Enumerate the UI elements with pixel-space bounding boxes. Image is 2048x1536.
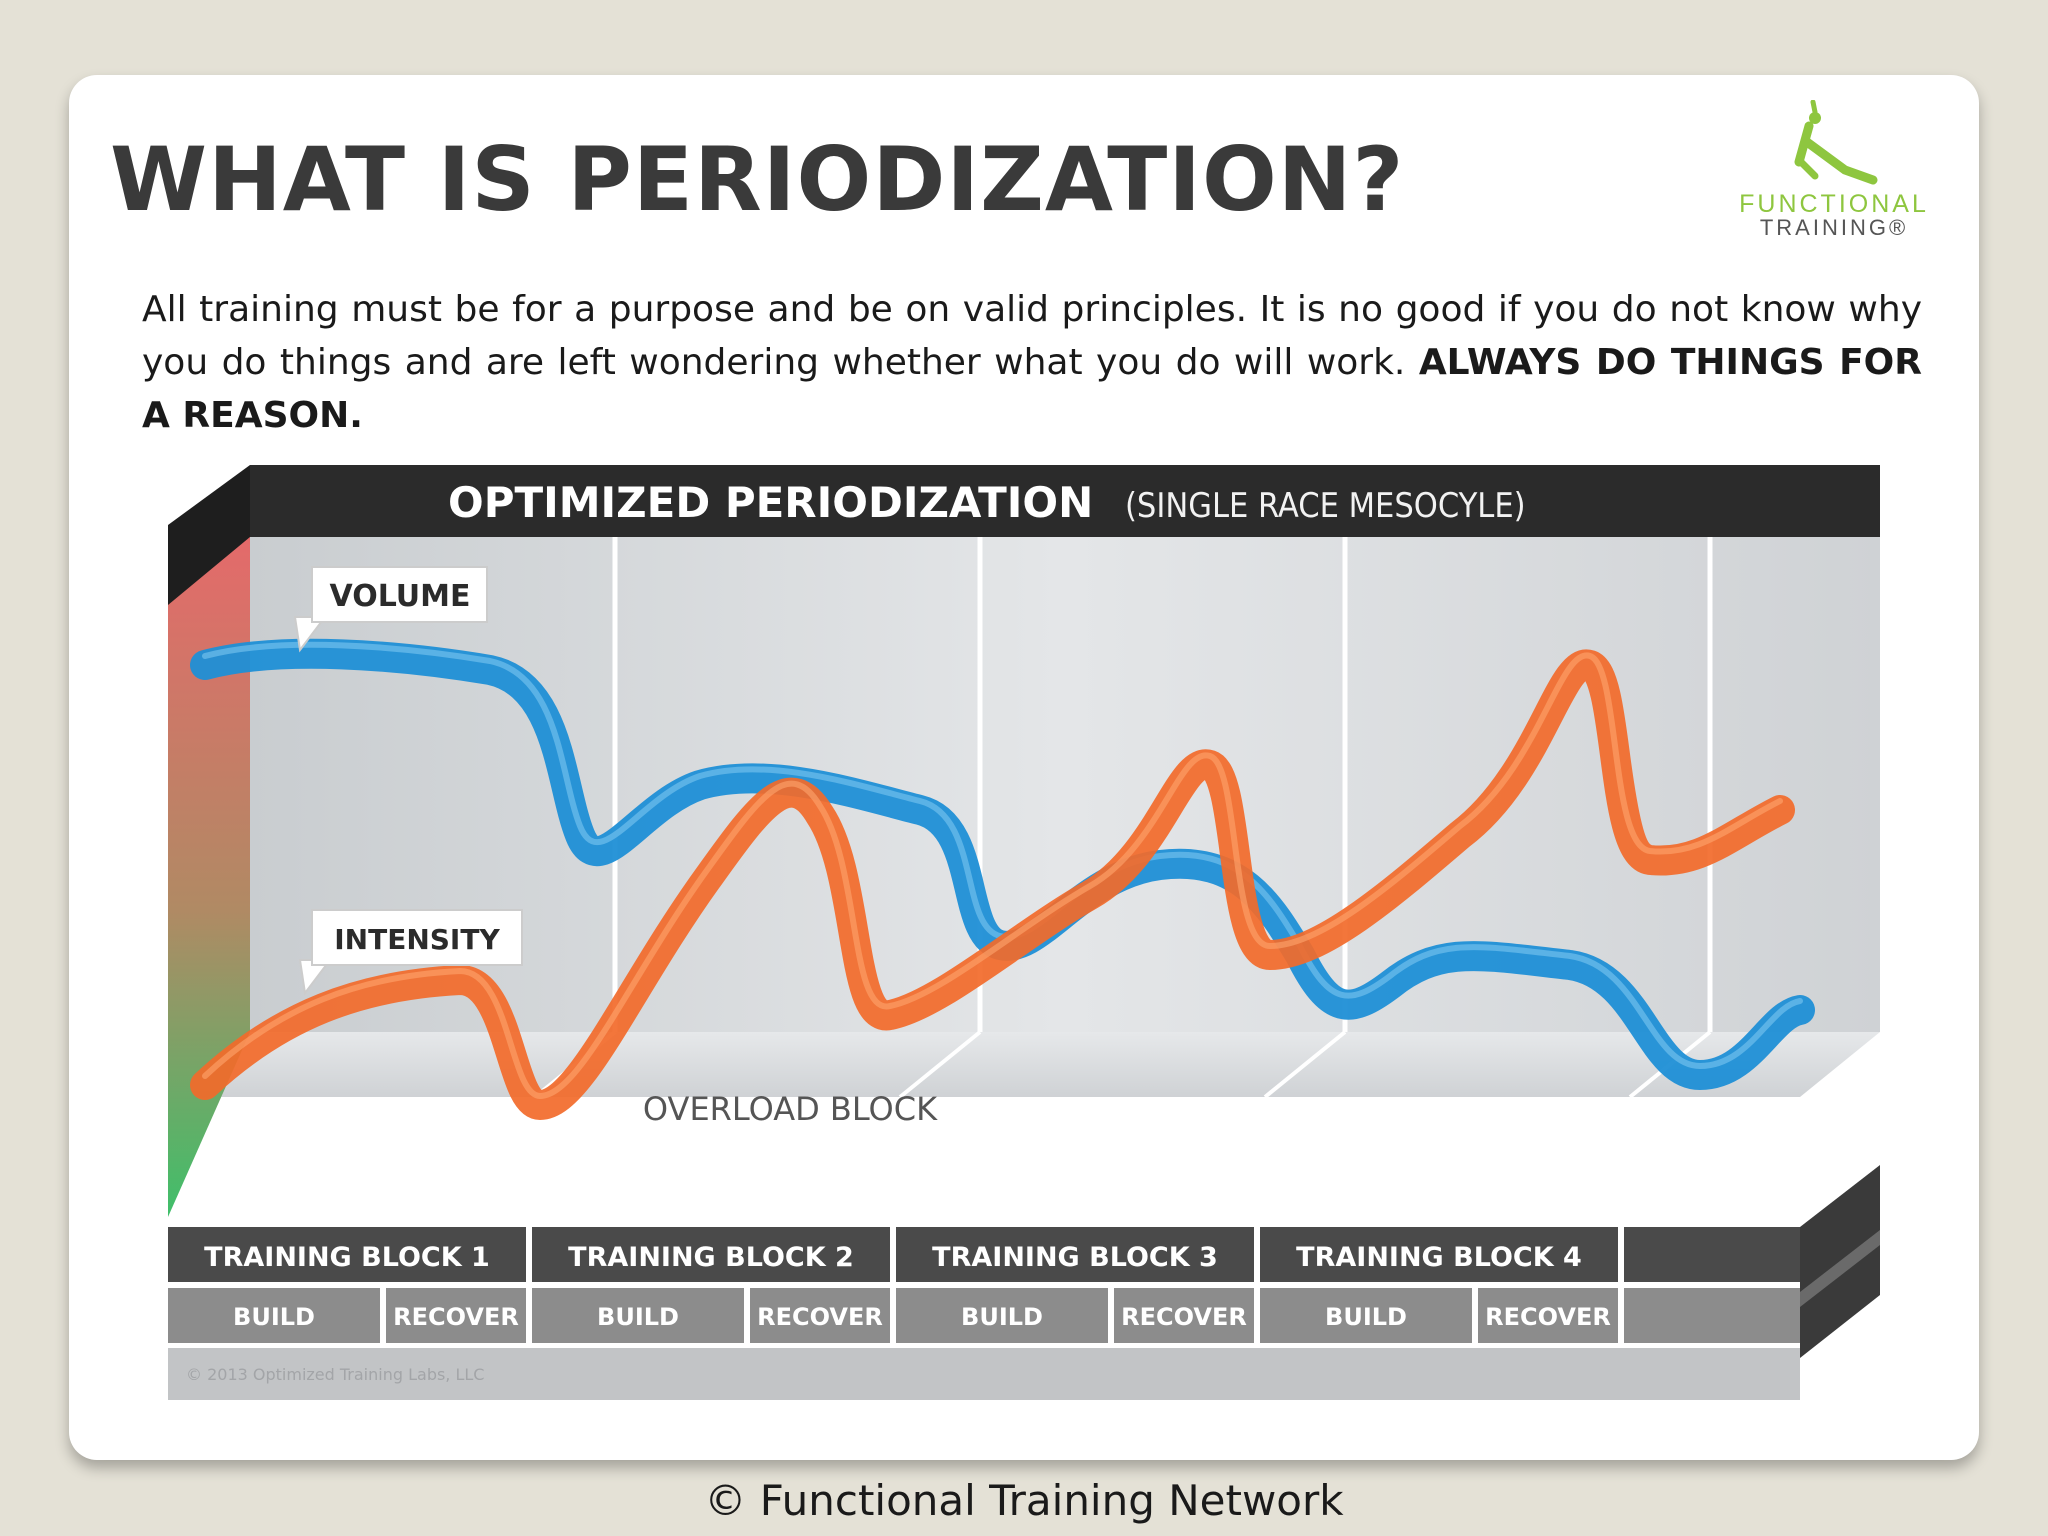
block-2-recover: RECOVER — [757, 1303, 883, 1331]
block-1-build: BUILD — [233, 1303, 315, 1331]
slide-title: WHAT IS PERIODIZATION? — [110, 128, 1405, 231]
logo-line-2: TRAINING® — [1759, 215, 1909, 240]
block-1-recover: RECOVER — [393, 1303, 519, 1331]
block-4-build: BUILD — [1325, 1303, 1407, 1331]
block-3-build: BUILD — [961, 1303, 1043, 1331]
phase-row — [168, 1288, 1800, 1343]
yoga-figure-icon — [1794, 100, 1878, 185]
training-block-3-label: TRAINING BLOCK 3 — [932, 1242, 1218, 1273]
functional-training-logo — [1794, 100, 1878, 185]
intro-text: All training must be for a purpose and b… — [142, 289, 1922, 383]
volume-label: VOLUME — [330, 579, 471, 614]
training-block-2-label: TRAINING BLOCK 2 — [568, 1242, 854, 1273]
intro-paragraph: All training must be for a purpose and b… — [142, 283, 1922, 442]
training-block-3 — [896, 1227, 1254, 1282]
block-3-recover: RECOVER — [1121, 1303, 1247, 1331]
intensity-callout: INTENSITY — [298, 909, 523, 996]
diagram-copyright: © 2013 Optimized Training Labs, LLC — [186, 1365, 484, 1384]
block-2-build: BUILD — [597, 1303, 679, 1331]
footer-copyright: © Functional Training Network — [704, 1476, 1344, 1525]
diagram-header — [250, 465, 1880, 537]
training-block-empty — [1624, 1227, 1800, 1282]
intro-emphasis: ALWAYS DO THINGS FOR A REASON. — [142, 342, 1922, 436]
training-block-4 — [1260, 1227, 1618, 1282]
intensity-label: INTENSITY — [334, 923, 500, 956]
overload-block-label: OVERLOAD BLOCK — [643, 1090, 938, 1128]
diagram-title: OPTIMIZED PERIODIZATION — [448, 478, 1093, 527]
diagram-base — [168, 1348, 1800, 1400]
training-block-row: TRAINING BLOCK 1 TRAINING BLOCK 2 TRAINI… — [168, 1227, 1800, 1282]
periodization-diagram: OPTIMIZED PERIODIZATION (SINGLE RACE MES… — [168, 465, 1880, 1400]
logo-line-1: FUNCTIONAL — [1739, 190, 1929, 218]
volume-callout: VOLUME — [293, 566, 488, 653]
intensity-ribbon — [190, 649, 1795, 1120]
intensity-scale-wall — [168, 537, 250, 1217]
chart-floor — [168, 1032, 1880, 1097]
training-block-1-label: TRAINING BLOCK 1 — [204, 1242, 490, 1273]
training-block-1 — [168, 1227, 526, 1282]
training-block-4-label: TRAINING BLOCK 4 — [1296, 1242, 1582, 1273]
diagram-subtitle: (SINGLE RACE MESOCYLE) — [1125, 486, 1526, 526]
header-side-wedge — [168, 465, 250, 605]
block-4-recover: RECOVER — [1485, 1303, 1611, 1331]
training-block-2 — [532, 1227, 890, 1282]
